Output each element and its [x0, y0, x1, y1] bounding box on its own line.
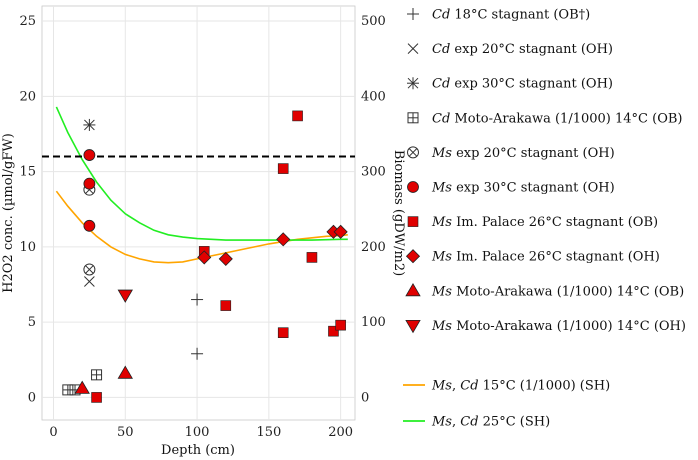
y2-axis-label: Biomass (gDW/m2) — [391, 150, 406, 276]
x-axis-ticks: 0 50 100 150 200 — [49, 425, 353, 440]
legend-label: Ms, Cd 15°C (1/1000) (SH) — [431, 379, 610, 394]
legend-label: Cd exp 30°C stagnant (OH) — [432, 77, 613, 92]
x-tick-label: 200 — [328, 425, 353, 440]
legend-label: Ms Im. Palace 26°C stagnant (OB) — [431, 215, 658, 230]
y2-tick-label: 200 — [361, 240, 386, 255]
legend-marker-asterisk — [407, 77, 419, 90]
data-point-square — [292, 110, 303, 122]
legend-marker-circle — [407, 181, 419, 193]
data-point-cross — [84, 276, 95, 287]
data-point-triangle-up — [117, 365, 133, 379]
data-point-asterisk — [83, 118, 96, 131]
y2-tick-label: 0 — [361, 390, 369, 405]
data-point-square — [306, 252, 318, 263]
y-axis-ticks: 0 5 10 15 20 25 — [19, 14, 36, 405]
x-tick-label: 50 — [117, 425, 134, 440]
legend-label: Ms Im. Palace 26°C stagnant (OH) — [431, 250, 660, 265]
legend-label: Ms exp 30°C stagnant (OH) — [431, 181, 615, 196]
data-point-diamond — [218, 251, 233, 266]
y-tick-label: 5 — [28, 315, 36, 330]
y2-tick-label: 500 — [361, 14, 386, 29]
data-point-circlecross — [83, 263, 96, 276]
data-point-square — [335, 319, 346, 331]
y2-tick-label: 400 — [361, 89, 386, 104]
y-tick-label: 15 — [19, 165, 36, 180]
y-axis-label: H2O2 conc. (µmol/gFW) — [1, 133, 16, 293]
x-axis-label: Depth (cm) — [161, 443, 235, 458]
legend-label: Cd Moto-Arakawa (1/1000) 14°C (OB) — [432, 111, 682, 126]
legend-marker-circlecross — [407, 146, 419, 159]
legend: Cd 18°C stagnant (OB†) Cd exp 20°C stagna… — [403, 8, 686, 430]
y2-tick-label: 100 — [361, 315, 386, 330]
legend-label: Cd exp 20°C stagnant (OH) — [432, 42, 613, 57]
data-point-diamond — [197, 250, 212, 265]
data-point-triangle-down — [117, 289, 133, 303]
legend-marker-cross — [407, 43, 419, 54]
data-point-square — [277, 163, 289, 174]
legend-marker-plus — [407, 8, 419, 20]
data-point-diamond — [276, 232, 291, 247]
plot-area — [41, 5, 356, 421]
x-tick-label: 100 — [185, 425, 210, 440]
y-tick-label: 25 — [19, 14, 36, 29]
legend-marker-triangle-up — [405, 283, 421, 297]
legend-label: Ms, Cd 25°C (SH) — [431, 415, 550, 430]
legend-marker-square — [407, 216, 419, 227]
data-point-plus — [191, 347, 204, 360]
data-point-square — [277, 327, 289, 338]
legend-marker-triangle-down — [405, 320, 421, 334]
data-point-square — [91, 392, 102, 403]
y2-tick-label: 300 — [361, 165, 386, 180]
data-point-circle — [83, 149, 96, 161]
data-point-square — [328, 325, 339, 337]
legend-label: Ms Moto-Arakawa (1/1000) 14°C (OB) — [431, 284, 684, 299]
x-tick-label: 150 — [256, 425, 281, 440]
legend-label: Ms Moto-Arakawa (1/1000) 14°C (OH) — [431, 319, 686, 334]
legend-label: Cd 18°C stagnant (OB†) — [432, 8, 590, 23]
data-point-diamond — [333, 224, 348, 239]
y2-axis-ticks: 0 100 200 300 400 500 — [361, 14, 386, 405]
data-points — [62, 110, 348, 403]
legend-label: Ms exp 20°C stagnant (OH) — [431, 146, 615, 161]
y-tick-label: 0 — [28, 390, 36, 405]
data-point-plus — [191, 293, 204, 306]
x-tick-label: 0 — [49, 425, 57, 440]
data-point-circle — [83, 177, 96, 190]
data-point-circle — [83, 219, 96, 232]
data-point-triangle-up — [74, 380, 90, 394]
data-point-boxplus — [91, 369, 103, 381]
data-point-square — [220, 300, 232, 311]
y-tick-label: 10 — [19, 240, 36, 255]
y-tick-label: 20 — [19, 89, 36, 104]
legend-marker-diamond — [405, 249, 421, 264]
legend-marker-boxplus — [407, 112, 419, 124]
